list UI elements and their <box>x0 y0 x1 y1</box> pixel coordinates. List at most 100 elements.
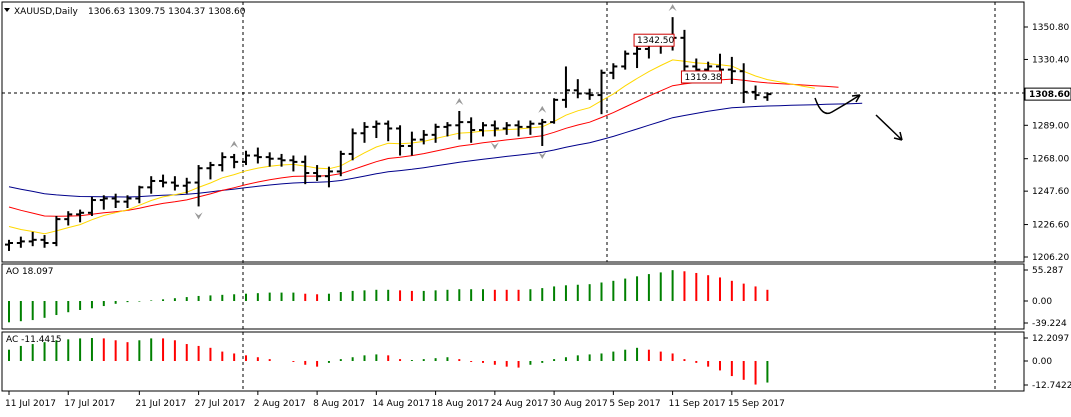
x-tick-label: 5 Sep 2017 <box>609 399 660 409</box>
x-tick-label: 2 Aug 2017 <box>254 399 306 409</box>
ohlc-bar <box>396 125 405 156</box>
ohlc-bar <box>265 152 274 167</box>
ohlc-bar <box>585 88 594 100</box>
ohlc-bar <box>538 118 547 146</box>
ohlc-bar <box>609 63 618 80</box>
ohlc-bar <box>407 131 416 156</box>
ohlc-readout: 1306.63 1309.75 1304.37 1308.60 <box>88 7 246 17</box>
ohlc-bar <box>135 185 144 204</box>
y-tick-label: 1289.00 <box>1032 121 1069 131</box>
ohlc-bar <box>206 161 215 180</box>
ohlc-bar <box>443 122 452 137</box>
y-tick-label: 1226.60 <box>1032 221 1069 231</box>
ohlc-bar <box>76 209 85 223</box>
chart-title: XAUUSD,Daily <box>14 7 78 17</box>
ohlc-bar <box>372 120 381 139</box>
fractal-down-icon <box>538 151 547 159</box>
fractal-down-icon <box>490 142 499 150</box>
price-badge <box>1024 87 1071 101</box>
ohlc-bar <box>64 211 73 226</box>
ac-y-tick-label: 12.2097 <box>1032 334 1069 344</box>
x-tick-label: 21 Jul 2017 <box>135 399 186 409</box>
ohlc-bar <box>419 130 428 145</box>
ohlc-bar <box>289 155 298 172</box>
ohlc-bar <box>87 196 96 216</box>
ac-label: AC -11.4415 <box>6 335 62 345</box>
ac-y-tick-label: 0.00 <box>1032 357 1052 367</box>
ac-y-tick-label: -12.7422 <box>1032 381 1071 391</box>
x-tick-label: 18 Aug 2017 <box>432 399 490 409</box>
ao-panel <box>1 263 1025 330</box>
ohlc-bar <box>751 85 760 100</box>
x-tick-label: 11 Jul 2017 <box>5 399 56 409</box>
x-tick-label: 24 Aug 2017 <box>491 399 549 409</box>
x-tick-label: 27 Jul 2017 <box>195 399 246 409</box>
ohlc-bar <box>16 236 25 248</box>
x-tick-label: 30 Aug 2017 <box>550 399 608 409</box>
main-panel <box>1 1 1025 263</box>
ohlc-bar <box>348 128 357 161</box>
fractal-down-icon <box>194 212 203 220</box>
ohlc-bar <box>324 166 333 188</box>
ohlc-bar <box>28 231 37 247</box>
y-tick-label: 1247.60 <box>1032 187 1069 197</box>
ohlc-bar <box>230 153 239 169</box>
x-tick-label: 14 Aug 2017 <box>372 399 430 409</box>
ohlc-bar <box>526 120 535 135</box>
ohlc-bar <box>467 117 476 143</box>
ohlc-bar <box>301 155 310 185</box>
ohlc-bar <box>431 123 440 143</box>
ohlc-bar <box>40 235 49 248</box>
ao-y-tick-label: 55.287 <box>1032 266 1064 276</box>
ohlc-bar <box>242 150 250 166</box>
ac-panel <box>1 331 1025 392</box>
ohlc-bar <box>514 120 523 137</box>
ohlc-bar <box>739 63 748 104</box>
ohlc-bar <box>123 195 132 209</box>
ohlc-bar <box>111 193 120 209</box>
x-tick-label: 8 Aug 2017 <box>313 399 365 409</box>
price-badge-label: 1308.60 <box>1029 90 1070 100</box>
ohlc-bar <box>621 50 630 70</box>
fractal-up-icon <box>668 4 677 12</box>
ohlc-bar <box>573 79 582 99</box>
ohlc-bar <box>52 215 61 247</box>
ma-slow-line <box>8 102 863 198</box>
ohlc-bar <box>550 98 559 124</box>
x-tick-label: 17 Jul 2017 <box>64 399 115 409</box>
ohlc-bar <box>455 110 464 140</box>
ohlc-bar <box>336 150 345 177</box>
ohlc-bar <box>170 176 179 191</box>
fractal-up-icon <box>538 105 547 113</box>
ohlc-bar <box>502 122 511 135</box>
ohlc-bar <box>727 56 736 84</box>
ao-y-tick-label: -39.224 <box>1032 319 1067 329</box>
ohlc-bar <box>147 176 156 194</box>
ohlc-bar <box>561 66 570 108</box>
fractal-up-icon <box>455 97 464 105</box>
price-annotation <box>680 70 722 84</box>
forecast-curve <box>814 94 861 115</box>
ohlc-bar <box>680 29 689 72</box>
price-annotation-label: 1342.50 <box>637 36 674 46</box>
ohlc-bar <box>313 165 322 181</box>
ohlc-bar <box>360 122 369 143</box>
price-annotation <box>633 33 675 47</box>
ohlc-bar <box>277 153 286 167</box>
ohlc-bar <box>763 92 772 101</box>
y-tick-label: 1206.20 <box>1032 253 1069 263</box>
y-tick-label: 1330.40 <box>1032 55 1069 65</box>
fractal-up-icon <box>230 140 239 148</box>
ohlc-bar <box>490 120 499 137</box>
ao-y-tick-label: 0.00 <box>1032 297 1052 307</box>
forecast-arrow-icon <box>875 114 903 141</box>
ohlc-bar <box>218 152 227 172</box>
price-annotation-label: 1319.38 <box>684 73 721 83</box>
x-tick-label: 15 Sep 2017 <box>728 399 785 409</box>
ohlc-bar <box>182 177 191 194</box>
forecast-arrowhead-icon <box>851 94 861 103</box>
ohlc-bar <box>253 147 262 164</box>
ohlc-bar <box>479 122 487 137</box>
